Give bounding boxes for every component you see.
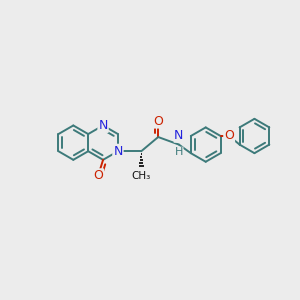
Text: H: H [175, 147, 183, 157]
Text: O: O [153, 115, 163, 128]
Text: CH₃: CH₃ [132, 172, 151, 182]
Text: N: N [98, 119, 108, 132]
Text: O: O [93, 169, 103, 182]
Text: N: N [174, 129, 184, 142]
Text: N: N [113, 145, 123, 158]
Text: O: O [224, 130, 234, 142]
